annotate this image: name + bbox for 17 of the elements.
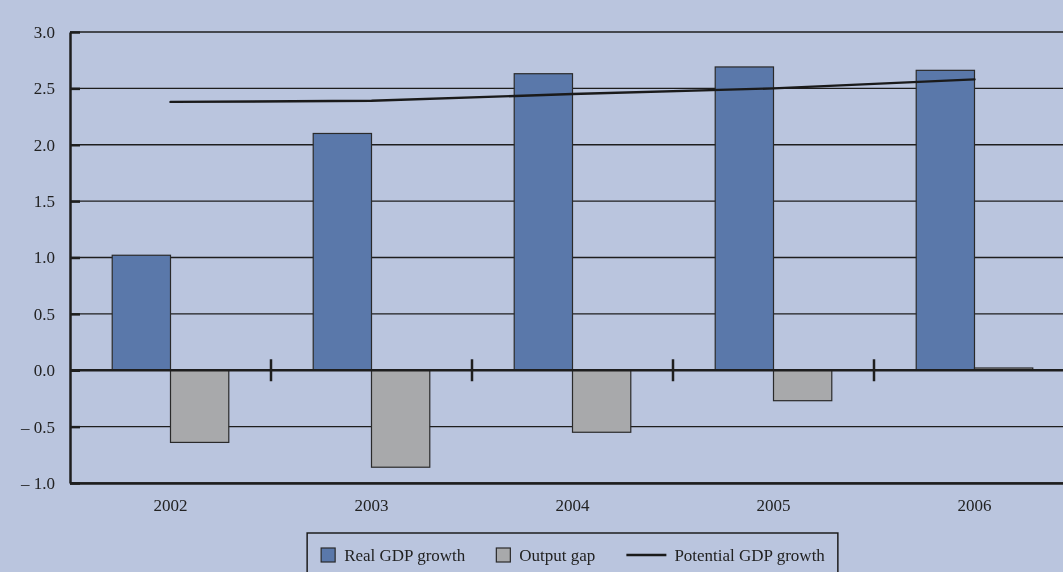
y-tick-label: 1.0	[33, 248, 55, 268]
y-tick-label: 2.0	[33, 135, 55, 155]
x-tick-label: 2002	[153, 496, 188, 516]
x-tick-label: 2003	[354, 496, 389, 516]
x-tick-label: 2004	[555, 496, 590, 516]
x-tick-label: 2006	[957, 496, 992, 516]
x-tick-label: 2005	[756, 496, 791, 516]
y-tick-label: – 0.5	[20, 417, 55, 437]
y-tick-label: – 1.0	[20, 473, 55, 493]
y-tick-label: 2.5	[33, 79, 55, 99]
y-tick-label: 0.5	[33, 304, 55, 324]
legend-label: Potential GDP growth	[674, 546, 826, 565]
legend-label: Output gap	[519, 546, 596, 565]
y-tick-label: 1.5	[33, 192, 55, 212]
y-tick-label: 3.0	[33, 22, 55, 42]
legend-label: Real GDP growth	[344, 546, 466, 565]
y-tick-label: 0.0	[33, 361, 55, 381]
